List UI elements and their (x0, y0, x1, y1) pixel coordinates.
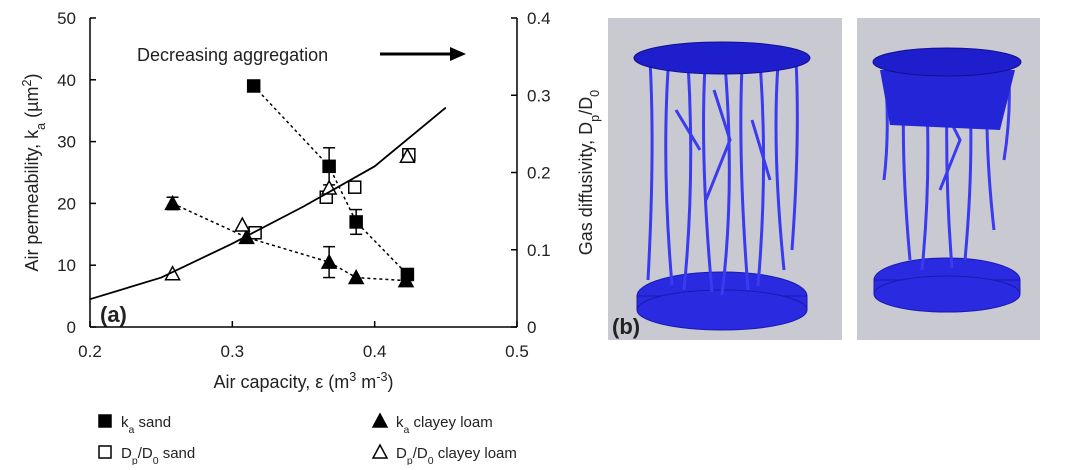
x-tick-label: 0.3 (221, 342, 245, 361)
x-tick-label: 0.5 (505, 342, 529, 361)
annotation: Decreasing aggregation (137, 45, 328, 65)
x-axis-label-part: Air capacity, ε (m (214, 372, 350, 392)
x-axis-label: Air capacity, ε (m3 m-3) (214, 370, 394, 392)
y2-axis-label-part: p (588, 115, 602, 122)
annotation-arrowhead (450, 47, 466, 61)
legend-label: ka sand (121, 414, 171, 436)
legend-label-part: /D (138, 445, 153, 462)
page: {"chart_data": {"type": "scatter", "anno… (0, 0, 1077, 470)
panel-label: (a) (100, 302, 127, 327)
y-axis-label-part: (µm (22, 86, 42, 122)
render-left (608, 18, 842, 340)
legend-label-part: /D (413, 445, 428, 462)
legend-label-part: D (121, 445, 132, 462)
figure: 0.20.30.40.50102030405000.10.20.30.4Air … (0, 0, 1077, 465)
marker (350, 216, 362, 228)
y2-tick-label: 0 (527, 318, 536, 337)
legend-item: ka sand (99, 414, 171, 436)
x-axis-label-part: ) (387, 372, 393, 392)
marker (349, 181, 361, 193)
y2-tick-label: 0.4 (527, 9, 551, 28)
legend-label: Dp/D0 clayey loam (396, 445, 517, 465)
marker (235, 218, 249, 231)
y-tick-label: 10 (57, 256, 76, 275)
marker (166, 267, 180, 280)
legend-marker (373, 445, 387, 458)
render-right (857, 18, 1040, 340)
legend-label-part: clayey loam (434, 445, 517, 462)
y-tick-label: 0 (67, 318, 76, 337)
y2-tick-label: 0.3 (527, 86, 551, 105)
x-axis-label-part: 3 (349, 370, 356, 384)
marker (323, 160, 335, 172)
legend-marker (99, 415, 111, 427)
legend-label: ka clayey loam (396, 414, 493, 436)
fit-curve (90, 108, 446, 300)
x-axis-label-part: m (356, 372, 376, 392)
legend-marker (99, 446, 111, 458)
x-axis-label-part: -3 (376, 370, 387, 384)
panel-label: (b) (612, 314, 640, 339)
y-tick-label: 50 (57, 9, 76, 28)
y-tick-label: 40 (57, 71, 76, 90)
y-axis-label: Air permeability, ka (µm2) (20, 73, 48, 271)
legend-label: Dp/D0 sand (121, 445, 195, 465)
y2-tick-label: 0.1 (527, 241, 551, 260)
legend-label-part: D (396, 445, 407, 462)
x-tick-label: 0.4 (363, 342, 387, 361)
y-axis-label-part: 2 (20, 79, 34, 86)
marker (166, 196, 180, 209)
y-axis-label-part: Air permeability, k (22, 129, 42, 272)
legend-marker (373, 414, 387, 427)
connector-line (173, 203, 406, 280)
y-tick-label: 20 (57, 194, 76, 213)
legend-label-part: sand (134, 414, 171, 431)
marker (349, 271, 363, 284)
y2-axis-label-part: /D (576, 97, 596, 115)
legend-label-part: clayey loam (409, 414, 492, 431)
y-axis-label-part: ) (22, 73, 42, 79)
marker (322, 255, 336, 268)
x-tick-label: 0.2 (78, 342, 102, 361)
y2-axis-label: Gas diffusivity, Dp/D0 (576, 90, 602, 255)
y-axis-label-part: a (34, 123, 48, 130)
marker (248, 80, 260, 92)
legend-item: Dp/D0 clayey loam (373, 445, 517, 465)
y-tick-label: 30 (57, 133, 76, 152)
legend-item: Dp/D0 sand (99, 445, 195, 465)
legend-item: ka clayey loam (373, 414, 493, 436)
legend-label-part: sand (159, 445, 196, 462)
y2-axis-label-part: 0 (588, 90, 602, 97)
y2-axis-label-part: Gas diffusivity, D (576, 122, 596, 255)
y2-tick-label: 0.2 (527, 164, 551, 183)
